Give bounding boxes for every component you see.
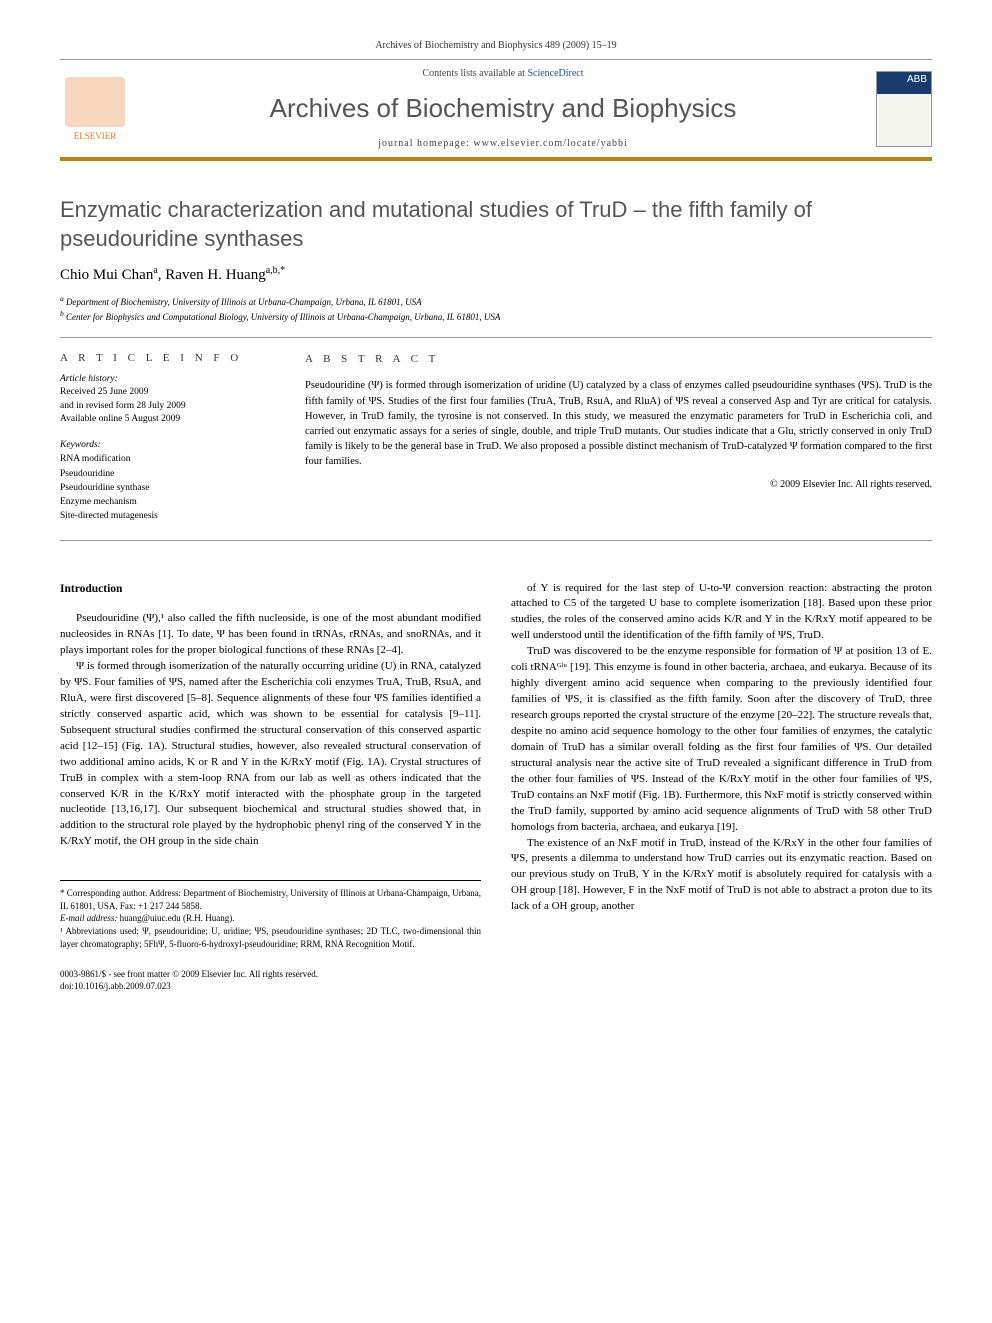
abstract-head: A B S T R A C T: [305, 352, 932, 368]
affil-a-text: Department of Biochemistry, University o…: [66, 297, 422, 307]
elsevier-tree-icon: [65, 77, 125, 127]
article-body: Introduction Pseudouridine (Ψ),¹ also ca…: [60, 581, 932, 951]
abbrev-footnote: ¹ Abbreviations used: Ψ, pseudouridine; …: [60, 925, 481, 950]
footer-doi: doi:10.1016/j.abb.2009.07.023: [60, 981, 318, 993]
elsevier-text: ELSEVIER: [74, 131, 117, 141]
article-info: A R T I C L E I N F O Article history: R…: [60, 352, 275, 523]
journal-banner: ELSEVIER Contents lists available at Sci…: [60, 59, 932, 161]
body-p2: TruD was discovered to be the enzyme res…: [511, 644, 932, 835]
abstract: A B S T R A C T Pseudouridine (Ψ) is for…: [305, 352, 932, 523]
footer-left: 0003-9861/$ - see front matter © 2009 El…: [60, 969, 318, 992]
affil-b-text: Center for Biophysics and Computational …: [66, 312, 500, 322]
column-right: of Y is required for the last step of U-…: [511, 581, 932, 951]
affil-a: a Department of Biochemistry, University…: [60, 294, 932, 309]
two-column-layout: Introduction Pseudouridine (Ψ),¹ also ca…: [60, 581, 932, 951]
page-footer: 0003-9861/$ - see front matter © 2009 El…: [60, 958, 932, 992]
history-text: Received 25 June 2009 and in revised for…: [60, 386, 275, 426]
banner-center: Contents lists available at ScienceDirec…: [130, 68, 876, 149]
column-left: Introduction Pseudouridine (Ψ),¹ also ca…: [60, 581, 481, 951]
footer-frontmatter: 0003-9861/$ - see front matter © 2009 El…: [60, 969, 318, 981]
author-2-sup: a,b,: [266, 265, 280, 276]
history-label: Article history:: [60, 374, 275, 384]
affiliations: a Department of Biochemistry, University…: [60, 294, 932, 338]
body-p1: of Y is required for the last step of U-…: [511, 581, 932, 645]
journal-cover-thumb: [876, 71, 932, 147]
intro-p2: Ψ is formed through isomerization of the…: [60, 659, 481, 850]
sd-prefix: Contents lists available at: [422, 68, 527, 79]
keywords-list: RNA modification Pseudouridine Pseudouri…: [60, 452, 275, 523]
author-2: , Raven H. Huang: [158, 267, 266, 283]
sciencedirect-link[interactable]: ScienceDirect: [527, 68, 583, 79]
footnotes: * Corresponding author. Address: Departm…: [60, 880, 481, 950]
email-tail: (R.H. Huang).: [181, 913, 235, 923]
footer-spacer: [852, 958, 932, 992]
elsevier-logo: ELSEVIER: [60, 69, 130, 149]
body-p3: The existence of an NxF motif in TruD, i…: [511, 836, 932, 916]
author-1: Chio Mui Chan: [60, 267, 153, 283]
affil-b: b Center for Biophysics and Computationa…: [60, 309, 932, 324]
authors: Chio Mui Chana, Raven H. Huanga,b,*: [60, 265, 932, 284]
email-footnote: E-mail address: huang@uiuc.edu (R.H. Hua…: [60, 912, 481, 925]
email-value: huang@uiuc.edu: [120, 913, 181, 923]
corr-star: *: [280, 265, 285, 276]
journal-name: Archives of Biochemistry and Biophysics: [130, 93, 876, 124]
intro-p1: Pseudouridine (Ψ),¹ also called the fift…: [60, 611, 481, 659]
journal-homepage: journal homepage: www.elsevier.com/locat…: [130, 138, 876, 149]
corr-footnote: * Corresponding author. Address: Departm…: [60, 887, 481, 912]
email-label: E-mail address:: [60, 913, 120, 923]
abstract-copyright: © 2009 Elsevier Inc. All rights reserved…: [305, 478, 932, 493]
abstract-text: Pseudouridine (Ψ) is formed through isom…: [305, 378, 932, 469]
sciencedirect-line: Contents lists available at ScienceDirec…: [130, 68, 876, 79]
article-info-head: A R T I C L E I N F O: [60, 352, 275, 364]
keywords-label: Keywords:: [60, 440, 275, 450]
article-title: Enzymatic characterization and mutationa…: [60, 196, 932, 253]
introduction-head: Introduction: [60, 581, 481, 598]
info-abstract-row: A R T I C L E I N F O Article history: R…: [60, 352, 932, 540]
citation-header: Archives of Biochemistry and Biophysics …: [60, 40, 932, 51]
